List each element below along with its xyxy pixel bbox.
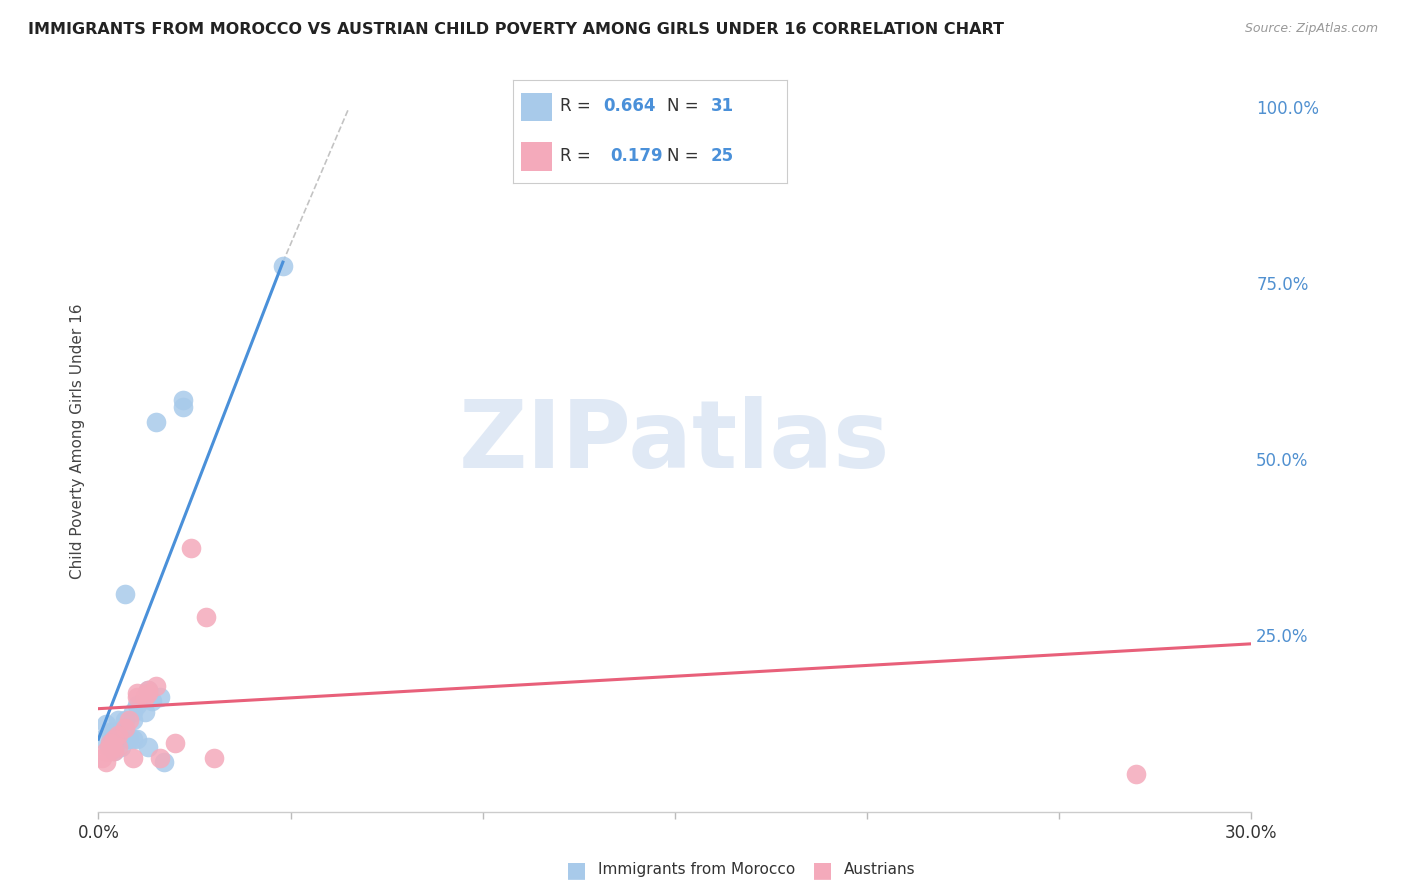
Point xyxy=(125,732,148,747)
Point xyxy=(94,717,117,731)
Point xyxy=(107,728,129,742)
Point xyxy=(98,736,121,750)
Point xyxy=(125,686,148,700)
Text: N =: N = xyxy=(666,146,703,165)
Point xyxy=(271,259,294,273)
Point xyxy=(138,682,160,697)
Point xyxy=(98,739,121,754)
Point xyxy=(145,416,167,430)
Point xyxy=(195,610,218,624)
Point xyxy=(134,706,156,720)
Text: ■: ■ xyxy=(813,860,832,880)
FancyBboxPatch shape xyxy=(522,142,551,170)
Point xyxy=(91,732,114,747)
Point xyxy=(122,732,145,747)
Point xyxy=(98,736,121,750)
Y-axis label: Child Poverty Among Girls Under 16: Child Poverty Among Girls Under 16 xyxy=(69,304,84,579)
Point xyxy=(202,751,225,765)
Point xyxy=(107,739,129,754)
Point xyxy=(125,698,148,712)
Text: ZIPatlas: ZIPatlas xyxy=(460,395,890,488)
Point xyxy=(149,690,172,705)
Point xyxy=(103,724,125,739)
Point xyxy=(118,713,141,727)
Point xyxy=(152,755,174,769)
Point xyxy=(138,739,160,754)
Point xyxy=(114,713,136,727)
Point xyxy=(110,732,132,747)
Text: R =: R = xyxy=(560,97,596,115)
Point xyxy=(107,732,129,747)
Text: IMMIGRANTS FROM MOROCCO VS AUSTRIAN CHILD POVERTY AMONG GIRLS UNDER 16 CORRELATI: IMMIGRANTS FROM MOROCCO VS AUSTRIAN CHIL… xyxy=(28,22,1004,37)
Text: Source: ZipAtlas.com: Source: ZipAtlas.com xyxy=(1244,22,1378,36)
Point xyxy=(134,690,156,705)
Point xyxy=(107,713,129,727)
Point xyxy=(141,694,163,708)
Point xyxy=(172,400,194,414)
Point xyxy=(180,541,202,556)
Point xyxy=(149,751,172,765)
Text: 0.179: 0.179 xyxy=(610,146,664,165)
Point xyxy=(125,690,148,705)
Text: N =: N = xyxy=(666,97,703,115)
Text: Austrians: Austrians xyxy=(844,863,915,877)
Point xyxy=(122,706,145,720)
Point xyxy=(91,751,114,765)
Point xyxy=(107,728,129,742)
Point xyxy=(122,751,145,765)
Point xyxy=(118,732,141,747)
Point xyxy=(103,732,125,747)
Point xyxy=(165,736,187,750)
Point xyxy=(138,682,160,697)
Point xyxy=(110,739,132,754)
Point xyxy=(98,744,121,758)
Point xyxy=(94,744,117,758)
Point xyxy=(103,732,125,747)
Text: R =: R = xyxy=(560,146,600,165)
Point xyxy=(94,755,117,769)
Text: Immigrants from Morocco: Immigrants from Morocco xyxy=(598,863,794,877)
Point xyxy=(138,686,160,700)
FancyBboxPatch shape xyxy=(522,93,551,121)
Text: 31: 31 xyxy=(710,97,734,115)
Point xyxy=(122,713,145,727)
Point xyxy=(98,724,121,739)
Point xyxy=(103,744,125,758)
Point xyxy=(145,679,167,693)
Point xyxy=(1125,766,1147,780)
Point xyxy=(103,744,125,758)
Text: 0.664: 0.664 xyxy=(603,97,657,115)
Point xyxy=(98,739,121,754)
Text: ■: ■ xyxy=(567,860,586,880)
Text: 25: 25 xyxy=(710,146,734,165)
Point xyxy=(114,721,136,735)
Point xyxy=(172,392,194,407)
Point xyxy=(114,587,136,601)
